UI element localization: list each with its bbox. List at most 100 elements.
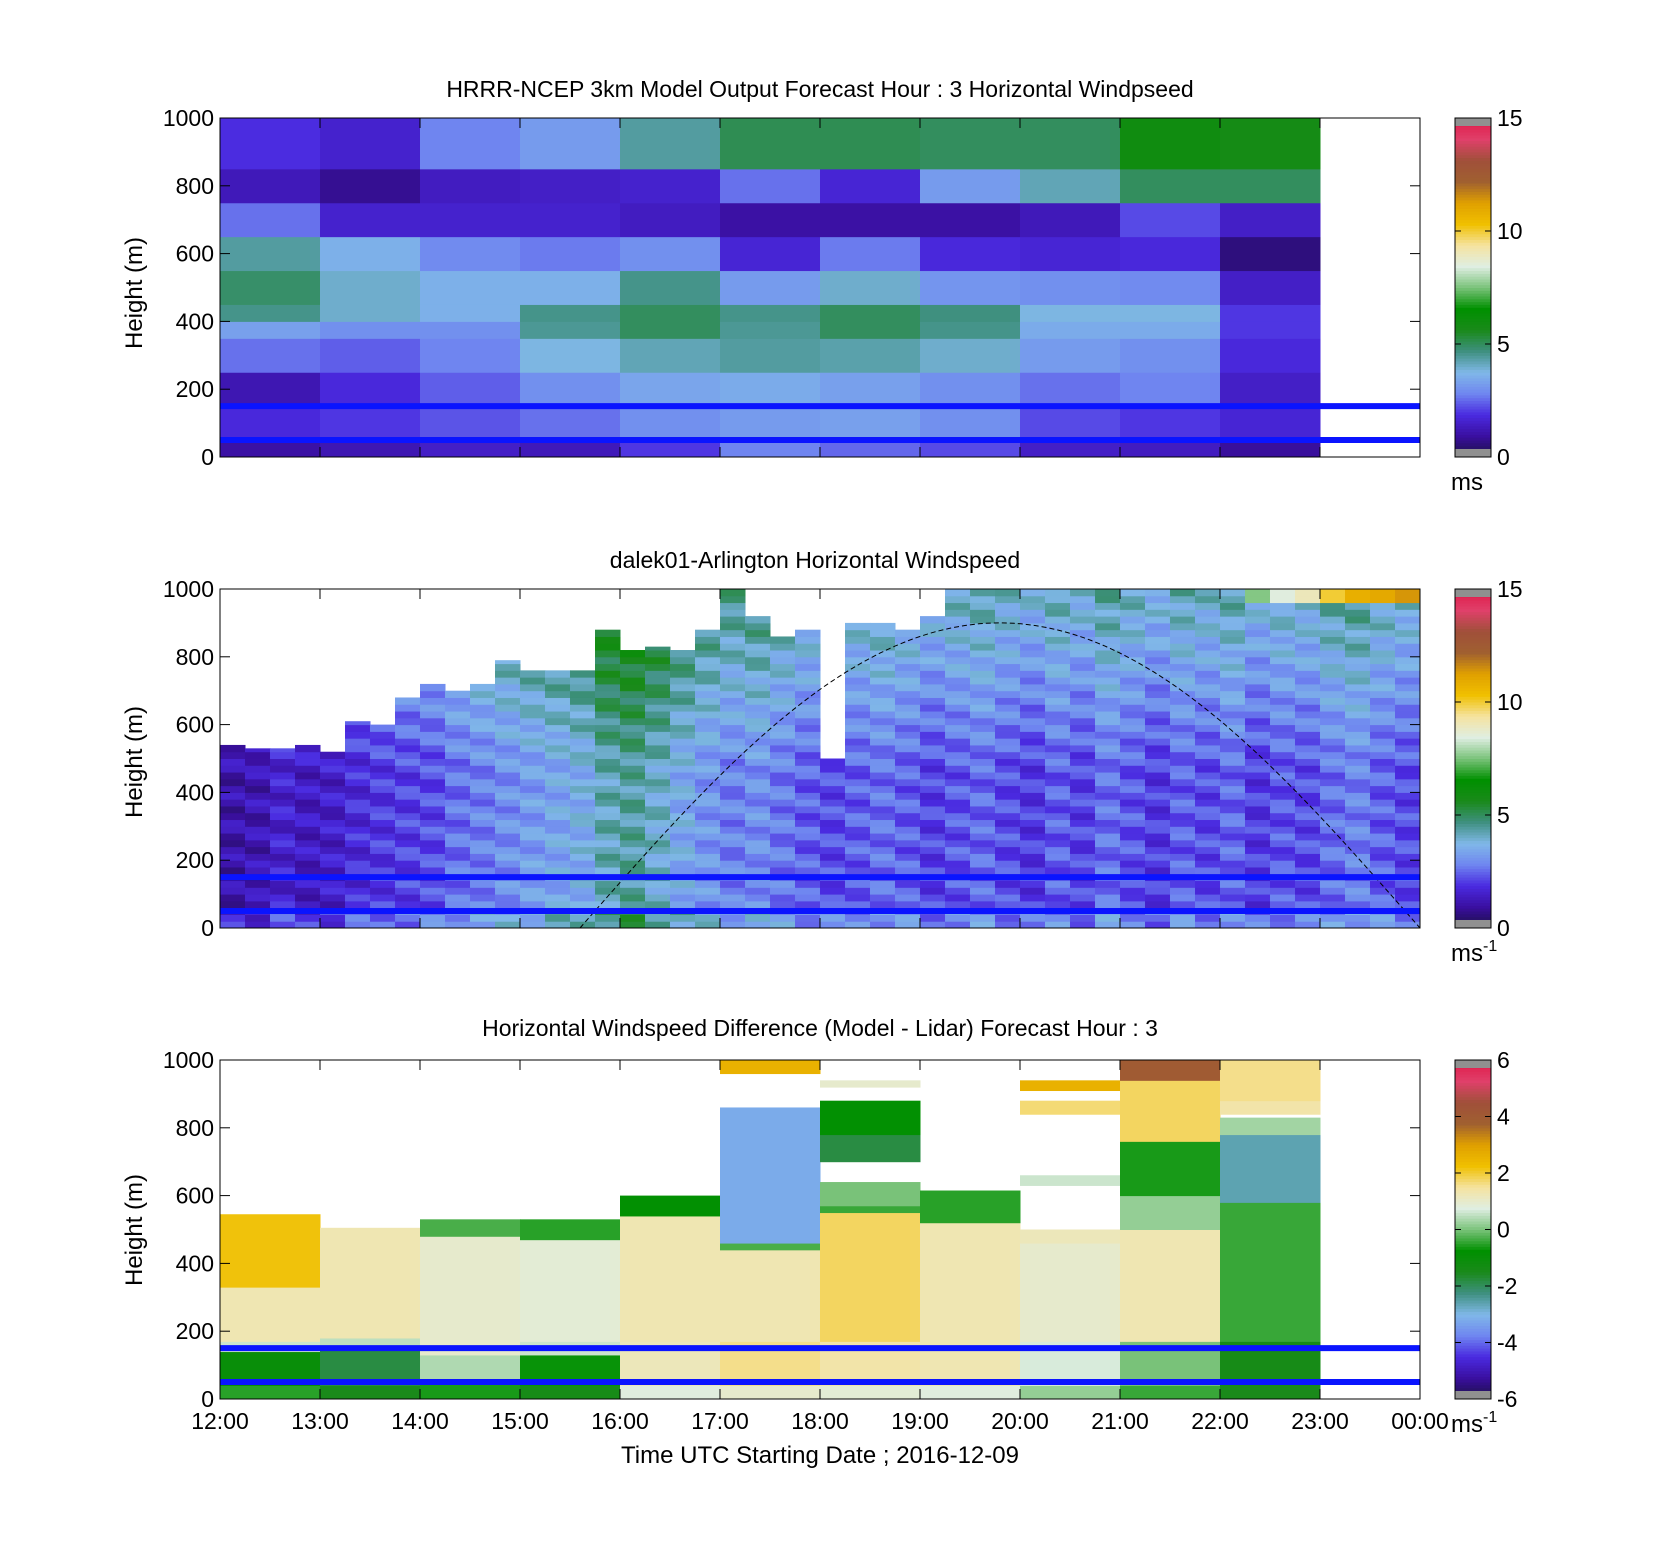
colorbar-segment: [1455, 394, 1491, 399]
heatmap-cell: [1170, 866, 1196, 875]
heatmap-cell: [420, 406, 521, 441]
heatmap-cell: [445, 690, 471, 698]
heatmap-cell: [1045, 717, 1071, 726]
heatmap-cell: [1020, 812, 1046, 821]
heatmap-cell: [1070, 812, 1096, 821]
heatmap-cell: [970, 839, 996, 848]
heatmap-cell: [345, 826, 371, 834]
heatmap-cell: [1245, 697, 1271, 705]
panel-difference-x-ticks: 12:00 13:00 14:00 15:00 16:00 17:00 18:00 19:00…: [191, 1060, 1449, 1434]
heatmap-cell: [345, 833, 371, 841]
heatmap-cell: [870, 772, 896, 780]
heatmap-cell: [1095, 683, 1121, 692]
heatmap-cell: [1045, 629, 1071, 637]
heatmap-cell: [1120, 629, 1146, 637]
heatmap-cell: [1370, 738, 1396, 746]
colorbar-segment: [1455, 800, 1491, 805]
heatmap-cell: [995, 860, 1021, 868]
colorbar-segment: [1455, 1116, 1491, 1120]
colorbar-segment: [1455, 318, 1491, 322]
heatmap-cell: [970, 602, 996, 610]
heatmap-cell: [370, 812, 396, 821]
heatmap-cell: [1020, 880, 1046, 888]
heatmap-cell: [1220, 118, 1321, 170]
heatmap-cell: [720, 846, 746, 854]
panel-lidar: dalek01-Arlington Horizontal Windspeed H…: [121, 547, 1523, 967]
heatmap-cell: [1170, 697, 1196, 705]
heatmap-cell: [1020, 1385, 1121, 1400]
y-tick-label: 1000: [163, 1047, 214, 1073]
colorbar-segment: [1455, 868, 1491, 872]
heatmap-cell: [370, 894, 396, 902]
heatmap-cell: [1270, 656, 1296, 665]
heatmap-cell: [695, 636, 721, 644]
heatmap-cell: [1345, 799, 1371, 807]
heatmap-cell: [1170, 609, 1196, 617]
heatmap-cell: [1020, 833, 1046, 841]
heatmap-cell: [1245, 643, 1271, 651]
heatmap-cell: [745, 697, 771, 705]
heatmap-cell: [570, 758, 596, 766]
heatmap-cell: [270, 860, 296, 868]
colorbar-segment: [1455, 1093, 1491, 1098]
heatmap-cell: [745, 711, 771, 719]
heatmap-cell: [1320, 595, 1346, 604]
heatmap-cell: [345, 812, 371, 821]
heatmap-cell: [1120, 321, 1221, 339]
heatmap-cell: [1220, 866, 1246, 875]
heatmap-cell: [770, 751, 796, 759]
heatmap-cell: [845, 643, 871, 651]
heatmap-cell: [245, 772, 271, 780]
heatmap-cell: [895, 643, 921, 651]
heatmap-cell: [970, 636, 996, 644]
heatmap-cell: [1320, 622, 1346, 631]
heatmap-cell: [995, 595, 1021, 604]
heatmap-cell: [795, 799, 821, 807]
colorbar-segment: [1455, 1223, 1491, 1228]
heatmap-cell: [695, 839, 721, 848]
colorbar-segment: [1455, 625, 1491, 630]
heatmap-cell: [820, 270, 921, 305]
heatmap-cell: [845, 805, 871, 814]
heatmap-cell: [1270, 921, 1296, 929]
colorbar-segment: [1455, 1175, 1491, 1180]
heatmap-cell: [1195, 744, 1221, 753]
heatmap-cell: [720, 900, 746, 909]
heatmap-cell: [1245, 629, 1271, 637]
heatmap-cell: [420, 785, 446, 793]
heatmap-cell: [920, 724, 946, 732]
colorbar-segment: [1455, 879, 1491, 884]
heatmap-cell: [595, 894, 621, 902]
heatmap-cell: [370, 846, 396, 854]
heatmap-cell: [920, 887, 946, 895]
heatmap-cell: [295, 751, 321, 759]
heatmap-cell: [345, 738, 371, 746]
heatmap-cell: [545, 792, 571, 800]
heatmap-cell: [345, 894, 371, 902]
heatmap-cell: [1245, 636, 1271, 644]
colorbar-segment: [1455, 603, 1491, 607]
heatmap-cell: [420, 440, 521, 458]
heatmap-cell: [345, 860, 371, 868]
heatmap-cell: [1170, 765, 1196, 773]
heatmap-cell: [545, 677, 571, 685]
heatmap-cell: [1145, 921, 1171, 929]
heatmap-cell: [770, 697, 796, 705]
heatmap-cell: [295, 778, 321, 787]
heatmap-cell: [1370, 799, 1396, 807]
heatmap-cell: [1245, 751, 1271, 759]
heatmap-cell: [245, 799, 271, 807]
heatmap-cell: [1220, 202, 1321, 238]
heatmap-cell: [720, 1249, 821, 1342]
heatmap-cell: [1345, 839, 1371, 848]
heatmap-cell: [445, 697, 471, 705]
heatmap-cell: [495, 711, 521, 719]
heatmap-cell: [1220, 860, 1246, 868]
heatmap-cell: [1320, 636, 1346, 644]
heatmap-cell: [245, 812, 271, 821]
heatmap-cell: [1295, 744, 1321, 753]
colorbar-segment: [1455, 783, 1491, 788]
heatmap-cell: [370, 853, 396, 861]
heatmap-cell: [620, 440, 721, 458]
heatmap-cell: [920, 616, 946, 624]
